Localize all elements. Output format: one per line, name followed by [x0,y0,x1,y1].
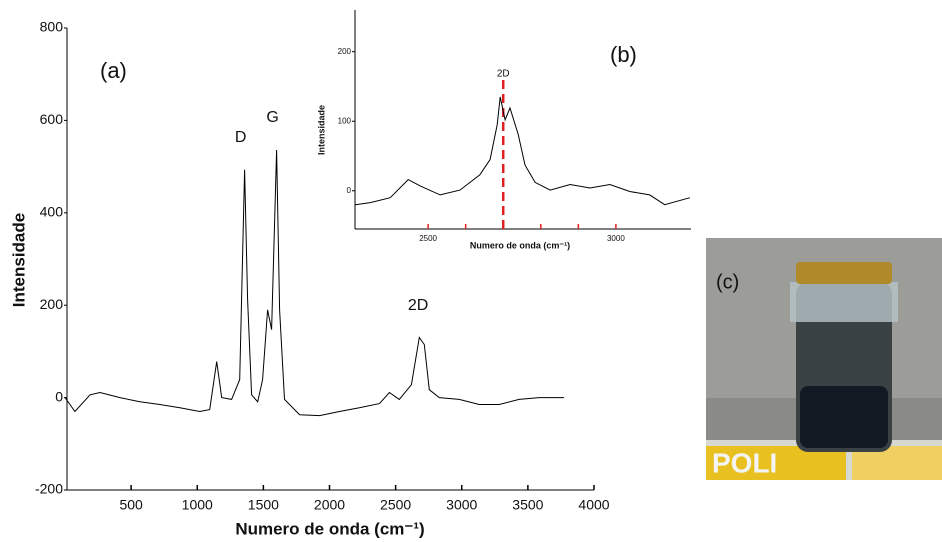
x-tick-label: 3500 [512,497,543,513]
y-tick-label: -200 [35,481,63,497]
x-tick-label: 2500 [419,234,437,243]
peak-label: D [235,129,247,146]
y-tick-label: 100 [338,116,352,125]
panel-label: (c) [716,271,739,293]
x-tick-label: 1000 [182,497,213,513]
peak-label: 2D [408,297,428,314]
x-tick-label: 3000 [446,497,477,513]
photo-sign-text: POLI [712,447,777,478]
panel-label: (a) [100,58,127,83]
y-tick-label: 800 [40,19,64,35]
marker-label: 2D [497,69,510,80]
y-tick-label: 600 [40,111,64,127]
y-tick-label: 0 [347,186,352,195]
y-tick-label: 200 [338,47,352,56]
y-axis-label: Intensidade [9,213,28,307]
jar-film [790,282,898,322]
x-tick-label: 2500 [380,497,411,513]
x-axis-label: Numero de onda (cm⁻¹) [470,240,570,250]
spectrum-line [355,96,691,206]
spectrum-line [64,149,565,417]
y-tick-label: 200 [40,296,64,312]
y-tick-label: 400 [40,204,64,220]
y-axis-label: Intensidade [316,105,326,155]
photo: POLI (c) [706,238,942,480]
x-tick-label: 4000 [578,497,609,513]
jar-liquid [800,386,888,448]
x-tick-label: 3000 [607,234,625,243]
x-axis-label: Numero de onda (cm⁻¹) [235,519,424,538]
x-tick-label: 2000 [314,497,345,513]
y-tick-label: 0 [55,388,63,404]
x-tick-label: 500 [119,497,143,513]
peak-label: G [266,109,278,126]
jar-lid [796,262,892,284]
panel-label: (b) [610,42,637,67]
x-tick-label: 1500 [248,497,279,513]
